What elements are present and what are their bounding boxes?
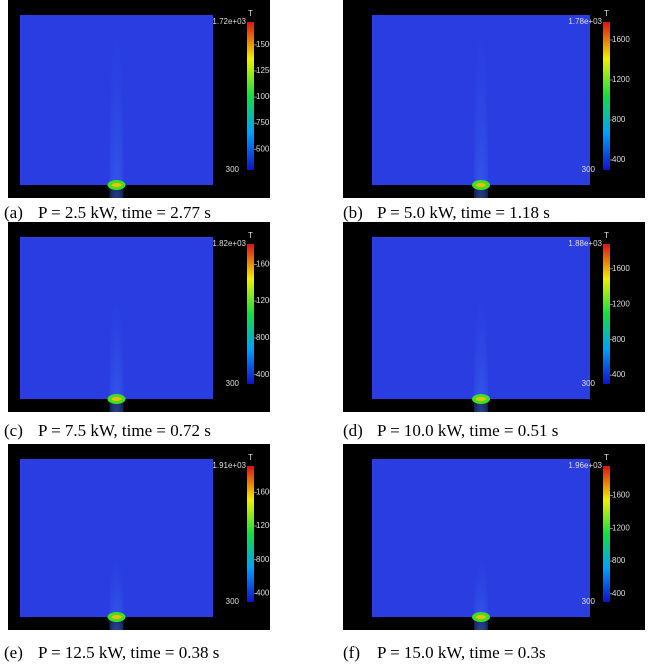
colorbar-tick-label: 800: [256, 555, 270, 564]
simulation-image: T1.82e+03 300 1600 1200 800 400: [8, 222, 270, 412]
caption: (c) P = 7.5 kW, time = 0.72 s: [4, 421, 211, 441]
colorbar-tick-label: 1200: [256, 296, 270, 305]
simulation-image: T1.91e+03 300 1600 1200 800 400: [8, 444, 270, 630]
colorbar-max: 1.78e+03: [568, 17, 602, 26]
caption-text: P = 7.5 kW, time = 0.72 s: [38, 421, 211, 440]
panel-label: (e): [4, 643, 23, 662]
colorbar-max: 1.88e+03: [568, 239, 602, 248]
caption: (e) P = 12.5 kW, time = 0.38 s: [4, 643, 219, 663]
flame-tip: [476, 615, 486, 619]
colorbar-tick-label: 800: [256, 333, 270, 342]
colorbar: [603, 466, 610, 602]
colorbar-tick-label: 400: [612, 155, 626, 164]
flame-tip: [476, 183, 486, 187]
colorbar-tick-label: 400: [256, 370, 270, 379]
plume: [109, 285, 124, 412]
colorbar-title: T: [248, 9, 253, 18]
colorbar-title: T: [604, 9, 609, 18]
colorbar-max: 1.72e+03: [212, 17, 246, 26]
colorbar-tick-label: 500: [256, 144, 270, 153]
colorbar-min: 300: [582, 165, 596, 174]
plume: [109, 553, 124, 630]
colorbar-tick-label: 750: [256, 118, 270, 127]
colorbar-tick-label: 1200: [256, 521, 270, 530]
colorbar-tick-label: 1200: [612, 299, 630, 308]
colorbar-max: 1.96e+03: [568, 461, 602, 470]
colorbar: [247, 466, 254, 602]
caption: (d) P = 10.0 kW, time = 0.51 s: [343, 421, 558, 441]
simulation-image: T1.78e+03 300 1600 1200 800 400: [343, 0, 645, 198]
flame-tip: [476, 397, 486, 401]
colorbar-tick-label: 1600: [612, 35, 630, 44]
caption-text: P = 5.0 kW, time = 1.18 s: [377, 203, 550, 222]
colorbar-tick-label: 800: [612, 115, 626, 124]
colorbar-tick-label: 800: [612, 556, 626, 565]
colorbar-tick-label: 400: [612, 589, 626, 598]
panel-label: (a): [4, 203, 23, 222]
colorbar-max: 1.91e+03: [212, 461, 246, 470]
colorbar-tick-label: 400: [612, 370, 626, 379]
panel-label: (f): [343, 643, 360, 662]
colorbar-tick-label: 1600: [612, 491, 630, 500]
plume: [474, 553, 488, 630]
colorbar: [247, 244, 254, 384]
flame-tip: [111, 615, 122, 619]
colorbar-tick-label: 1600: [612, 264, 630, 273]
colorbar-tick-label: 1500: [256, 40, 270, 49]
plume: [474, 285, 488, 412]
plume: [109, 15, 124, 198]
panel-label: (d): [343, 421, 363, 440]
colorbar-tick-label: 1600: [256, 487, 270, 496]
caption: (b) P = 5.0 kW, time = 1.18 s: [343, 203, 550, 223]
colorbar-max: 1.82e+03: [212, 239, 246, 248]
colorbar: [603, 22, 610, 170]
caption-text: P = 12.5 kW, time = 0.38 s: [38, 643, 220, 662]
colorbar: [603, 244, 610, 384]
colorbar-title: T: [604, 231, 609, 240]
caption-text: P = 15.0 kW, time = 0.3s: [377, 643, 546, 662]
colorbar-min: 300: [226, 379, 240, 388]
colorbar-title: T: [604, 453, 609, 462]
plume: [474, 15, 488, 198]
panel-label: (b): [343, 203, 363, 222]
caption: (a) P = 2.5 kW, time = 2.77 s: [4, 203, 211, 223]
flame-tip: [111, 397, 122, 401]
colorbar-tick-label: 1200: [612, 75, 630, 84]
colorbar: [247, 22, 254, 170]
colorbar-min: 300: [582, 597, 596, 606]
caption: (f) P = 15.0 kW, time = 0.3s: [343, 643, 546, 663]
colorbar-min: 300: [226, 597, 240, 606]
colorbar-tick-label: 800: [612, 335, 626, 344]
flame-tip: [111, 183, 122, 187]
simulation-image: T1.88e+03 300 1600 1200 800 400: [343, 222, 645, 412]
caption-text: P = 10.0 kW, time = 0.51 s: [377, 421, 559, 440]
colorbar-title: T: [248, 453, 253, 462]
colorbar-tick-label: 1250: [256, 66, 270, 75]
simulation-image: T1.96e+03 300 1600 1200 800 400: [343, 444, 645, 630]
colorbar-tick-label: 1000: [256, 92, 270, 101]
panel-label: (c): [4, 421, 23, 440]
simulation-image: T1.72e+03 300 1500 1250 1000 750 500: [8, 0, 270, 198]
caption-text: P = 2.5 kW, time = 2.77 s: [38, 203, 211, 222]
colorbar-title: T: [248, 231, 253, 240]
colorbar-min: 300: [582, 379, 596, 388]
colorbar-tick-label: 1200: [612, 523, 630, 532]
colorbar-min: 300: [226, 165, 240, 174]
colorbar-tick-label: 1600: [256, 259, 270, 268]
colorbar-tick-label: 400: [256, 589, 270, 598]
